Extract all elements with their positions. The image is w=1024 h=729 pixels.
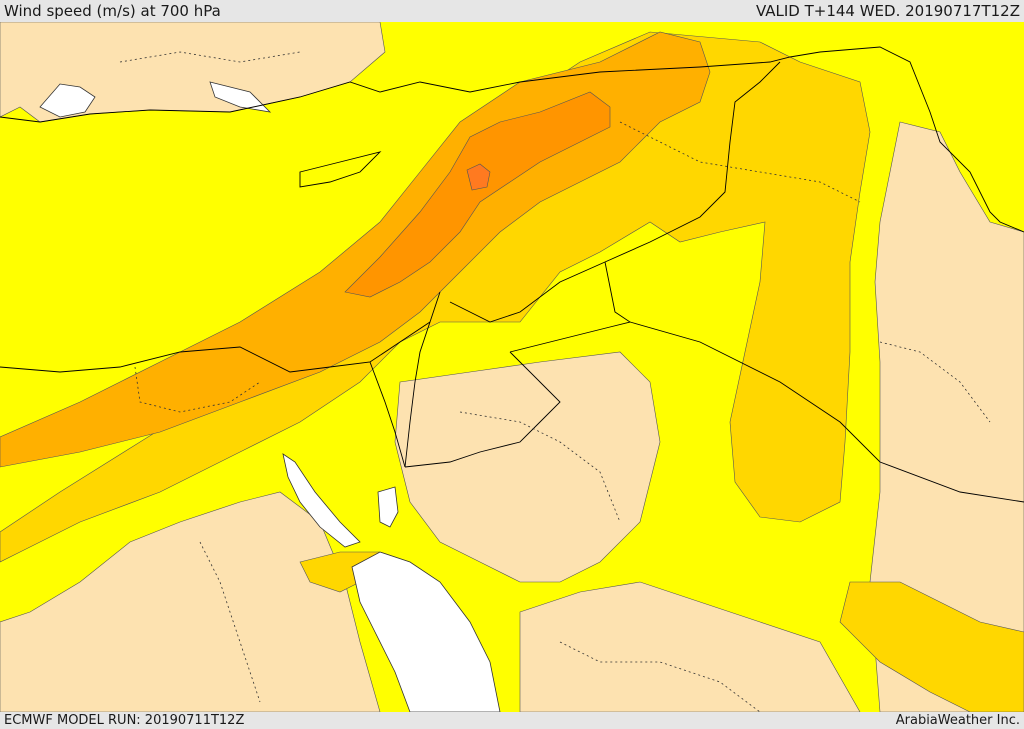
valid-time-label: VALID T+144 WED. 20190717T12Z	[755, 2, 1020, 20]
marmara-water	[39, 83, 96, 118]
mediterranean-coast-south	[0, 321, 431, 373]
model-run-label: ECMWF MODEL RUN: 20190711T12Z	[4, 713, 245, 728]
country-borders	[0, 46, 1024, 503]
cyprus-coast	[299, 151, 382, 188]
internal-boundary	[119, 51, 301, 63]
wind-band-strong	[344, 91, 611, 298]
calm-region-saudi-south	[519, 581, 861, 712]
water-bodies	[39, 81, 501, 712]
lake-water	[209, 81, 272, 113]
red-sea	[351, 551, 501, 712]
internal-boundary	[199, 541, 261, 703]
syria-iraq-border	[449, 61, 781, 323]
israel-jordan-border	[404, 291, 441, 468]
egypt-israel-border	[369, 361, 406, 468]
map-footer: ECMWF MODEL RUN: 20190711T12Z ArabiaWeat…	[0, 712, 1024, 729]
internal-boundary	[459, 411, 621, 523]
wind-band-calm	[0, 22, 1024, 712]
calm-region-egypt-south	[0, 491, 381, 712]
map-title: Wind speed (m/s) at 700 hPa	[4, 2, 221, 20]
wind-speed-map[interactable]	[0, 22, 1024, 712]
jordan-saudi-border	[404, 351, 561, 468]
iraq-saudi-border	[629, 321, 1024, 503]
calm-region-east	[869, 121, 1024, 712]
jordan-iraq-border	[509, 261, 632, 353]
map-header: Wind speed (m/s) at 700 hPa VALID T+144 …	[0, 0, 1024, 22]
strong-region	[344, 91, 611, 298]
moderate-region-southeast	[839, 581, 1024, 712]
gulf-of-suez	[282, 453, 361, 548]
northern-border	[0, 46, 1024, 233]
internal-boundaries	[119, 51, 991, 712]
wind-band-very-strong	[466, 163, 491, 191]
gulf-of-aqaba	[377, 486, 399, 528]
credit-label: ArabiaWeather Inc.	[895, 713, 1020, 728]
map-canvas[interactable]	[0, 22, 1024, 712]
internal-boundary	[879, 341, 991, 423]
calm-region-saudi-north	[394, 351, 661, 583]
very-strong-spot	[466, 163, 491, 191]
internal-boundary	[134, 366, 261, 413]
